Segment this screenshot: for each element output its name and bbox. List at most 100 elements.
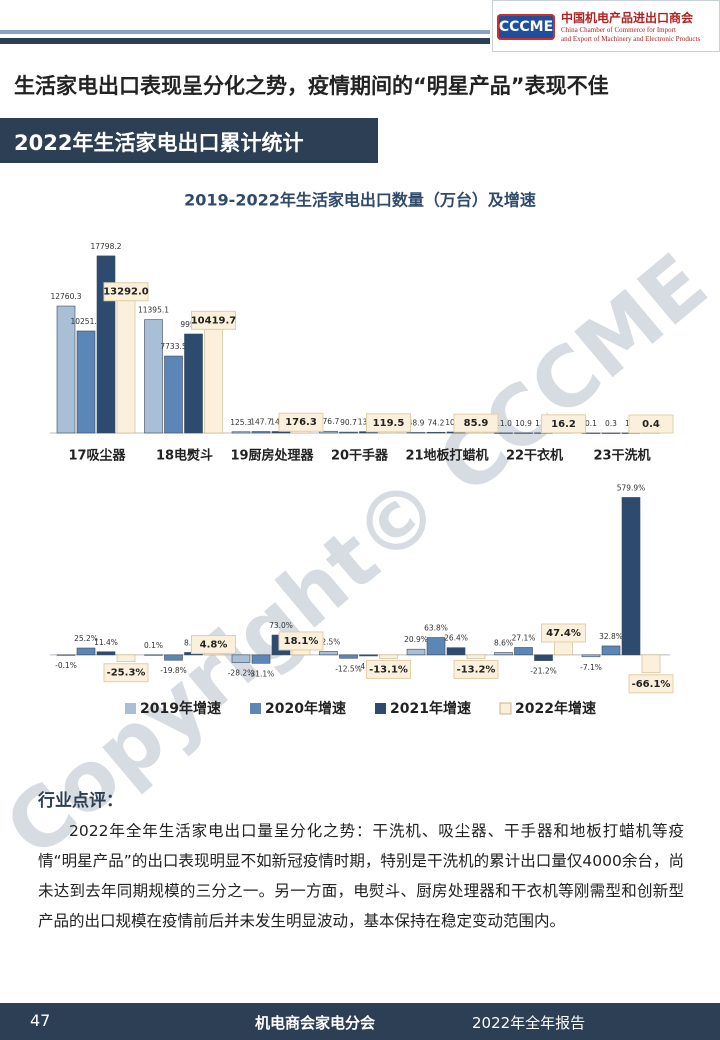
bar [494,652,513,656]
bar [291,649,311,656]
x-tick-label: 22干衣机 [506,448,563,464]
bar [514,647,533,656]
comment-heading: 行业点评： [38,791,123,811]
charts: 2019-2022年生活家电出口数量（万台）及增速 Copyright© CCC… [0,191,720,877]
value-label: 85.9 [464,418,489,429]
value-label: 20.9% [404,635,428,644]
value-label: 63.8% [424,624,448,633]
bar [581,654,601,658]
value-label: 25.2% [74,634,98,643]
value-label: -31.1% [248,669,275,678]
value-label: -7.1% [580,663,602,672]
bar [379,654,398,659]
value-label: 147.7 [250,418,272,427]
x-tick-label: 23干洗机 [593,448,650,464]
value-label: 119.5 [373,418,405,429]
bar [231,431,251,434]
value-label: 13292.0 [103,287,149,298]
bar [144,319,163,434]
bar [406,648,426,656]
org-cn: 中国机电产品进出口商会 [561,11,694,25]
bar [406,432,426,434]
bar [446,647,466,656]
value-label: -13.2% [457,664,496,675]
value-label: 0.3 [605,419,617,428]
value-label: -13.1% [369,664,408,675]
bar [426,637,446,656]
value-label: 8.6% [494,639,513,648]
value-label: -12.5% [335,664,362,673]
label-box [191,310,236,330]
value-label: 176.7 [318,417,340,426]
value-label: 12.5% [317,637,341,646]
value-label: 579.9% [617,483,646,492]
value-label: -0.1% [55,661,77,670]
value-label: 90.7 [340,418,357,427]
value-label: 10.9 [515,419,532,428]
bar [96,651,116,656]
bar [164,355,183,434]
value-label: 0.1% [144,641,163,650]
legend-swatch [499,702,512,715]
bar [116,300,136,434]
label-box [366,659,411,679]
bar [359,654,378,657]
bar [251,654,271,664]
page-number: 47 [30,1011,51,1030]
legend-label: 2022年增速 [515,700,596,717]
bar [339,431,358,434]
section-title: 2022年生活家电出口累计统计 [14,131,304,155]
chart-title: 2019-2022年生活家电出口数量（万台）及增速 [184,191,536,210]
value-label: 27.1% [512,634,536,643]
bar [76,330,96,434]
label-box [541,623,586,643]
value-label: 11.0 [495,419,512,428]
bar [76,647,96,656]
label-box [278,412,324,432]
value-label: 125.3 [230,418,252,427]
value-label: 17798.2 [90,242,121,251]
bar [164,654,183,661]
bar [494,432,513,434]
value-label: 176.3 [285,417,317,428]
bar [56,654,76,656]
value-label: 32.8% [599,632,623,641]
bar [251,431,271,434]
value-label: -21.2% [530,667,557,676]
value-label: -19.8% [160,666,187,675]
label-box [278,631,324,651]
value-label: 10251.8 [70,317,101,326]
label-box [453,413,499,433]
label-box [628,414,674,434]
value-label: 0.1 [585,419,597,428]
org-en: and Export of Machinery and Electronic P… [561,35,701,43]
footer-report: 2022年全年报告 [472,1014,586,1032]
label-box [366,413,411,433]
bar [116,654,136,663]
bar [514,432,533,434]
org-en: China Chamber of Commerce for Import [561,26,676,34]
bar [641,654,661,674]
bar [601,432,621,434]
label-box [628,674,674,694]
legend-swatch [250,703,261,714]
value-label: 16.2 [551,419,576,430]
value-label: 4.8% [200,640,228,651]
x-tick-label: 17吸尘器 [68,448,126,464]
comment-text: 2022年全年生活家电出口量呈分化之势：干洗机、吸尘器、干手器和地板打蜡机等疫情… [38,822,684,930]
value-label: 11.4% [94,638,118,647]
value-label: 18.1% [284,636,319,647]
x-tick-label: 18电熨斗 [156,448,213,464]
legend-label: 2020年增速 [265,700,346,717]
value-label: 73.0% [269,621,293,630]
value-label: 10419.7 [191,315,237,326]
legend-label: 2021年增速 [390,700,471,717]
label-box [103,282,149,302]
value-label: 47.4% [546,628,581,639]
bar [204,329,223,434]
value-label: 12760.3 [50,292,81,301]
bar [319,651,338,656]
bar [56,305,76,434]
label-box [453,659,499,679]
